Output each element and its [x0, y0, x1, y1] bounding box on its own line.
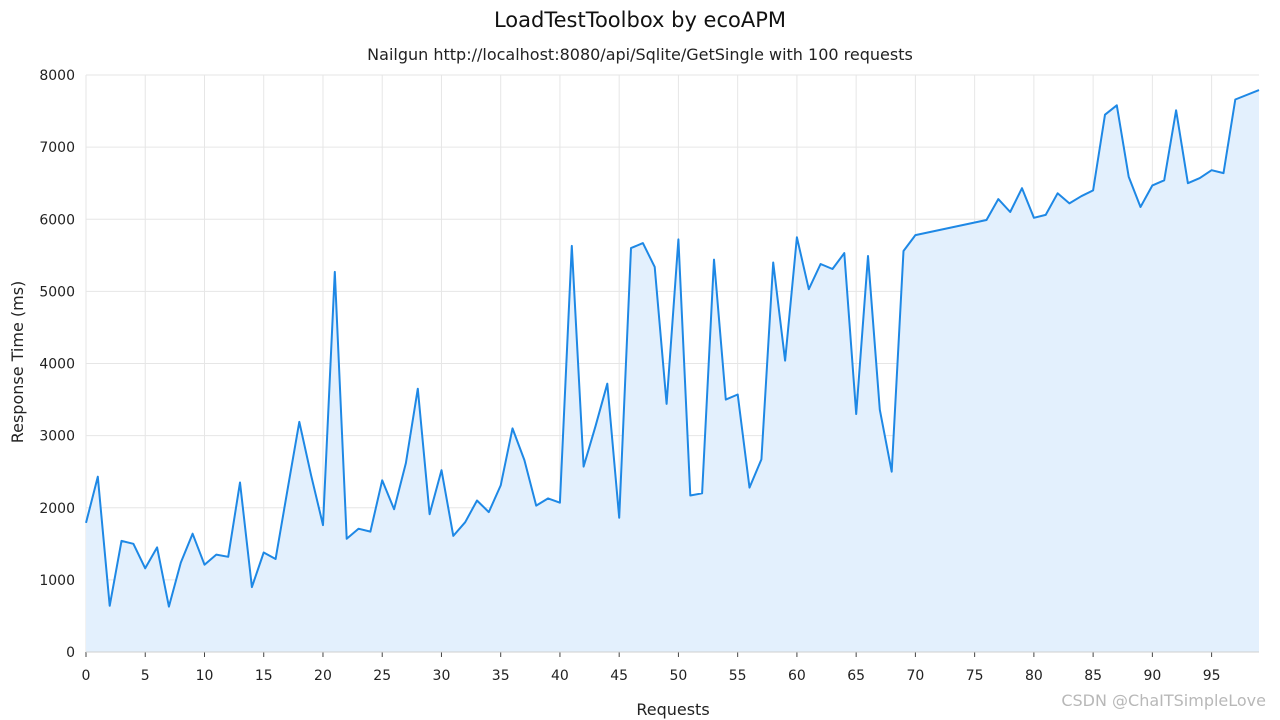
y-tick-label: 6000: [39, 212, 75, 228]
y-axis-label: Response Time (ms): [8, 281, 27, 444]
chart-title: LoadTestToolbox by ecoAPM: [493, 8, 787, 32]
x-tick-label: 15: [255, 668, 273, 684]
series-area-fill: [86, 90, 1259, 653]
x-axis-label: Requests: [636, 700, 709, 719]
x-tick-label: 70: [906, 668, 924, 684]
x-tick-label: 0: [82, 668, 91, 684]
tick-labels: 0 1000 2000 3000 4000 5000 6000 7000 8000 0 5 10 15 2…: [39, 68, 1220, 684]
series-line: [85, 89, 1260, 608]
x-tick-label: 50: [670, 668, 688, 684]
watermark: CSDN @ChaITSimpleLove: [1061, 691, 1266, 710]
y-tick-label: 4000: [39, 357, 75, 373]
x-tick-label: 85: [1084, 668, 1102, 684]
x-tick-label: 10: [196, 668, 214, 684]
x-tick-label: 75: [966, 668, 984, 684]
x-tick-label: 20: [314, 668, 332, 684]
axes: [85, 651, 1259, 657]
x-tick-label: 45: [610, 668, 628, 684]
x-tick-label: 80: [1025, 668, 1043, 684]
x-tick-label: 90: [1143, 668, 1161, 684]
y-tick-label: 5000: [39, 284, 75, 300]
x-tick-label: 40: [551, 668, 569, 684]
y-tick-label: 1000: [39, 573, 75, 589]
y-tick-label: 3000: [39, 429, 75, 445]
x-tick-label: 95: [1203, 668, 1221, 684]
x-tick-label: 65: [847, 668, 865, 684]
x-tick-label: 60: [788, 668, 806, 684]
x-tick-label: 55: [729, 668, 747, 684]
chart-subtitle: Nailgun http://localhost:8080/api/Sqlite…: [367, 45, 913, 64]
y-tick-label: 8000: [39, 68, 75, 84]
y-tick-label: 2000: [39, 501, 75, 517]
series-area-layer: [85, 89, 1260, 653]
y-tick-label: 0: [66, 645, 75, 661]
x-tick-label: 5: [141, 668, 150, 684]
y-tick-label: 7000: [39, 140, 75, 156]
x-tick-label: 25: [373, 668, 391, 684]
x-tick-label: 35: [492, 668, 510, 684]
x-tick-label: 30: [433, 668, 451, 684]
